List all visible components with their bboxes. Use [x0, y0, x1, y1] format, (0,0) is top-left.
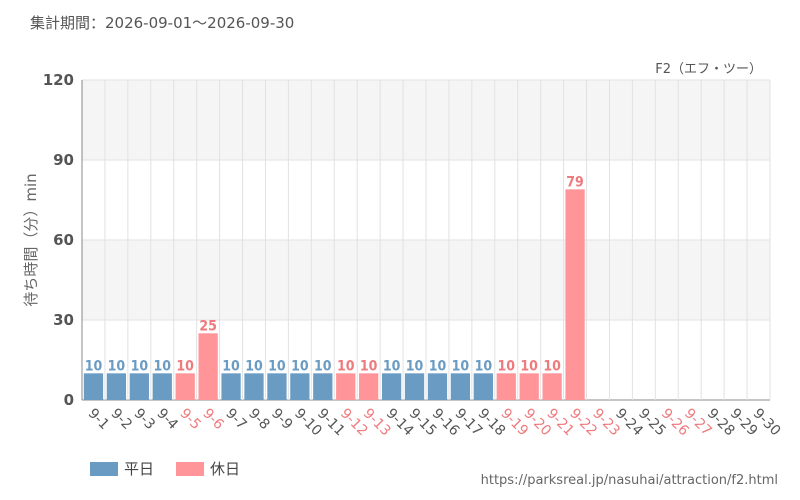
bar-value-label: 10 [406, 358, 424, 374]
bar [313, 373, 333, 400]
bar [450, 373, 471, 400]
x-tick-label: 9-4 [153, 406, 181, 434]
bar-value-label: 10 [222, 358, 240, 374]
legend-holiday: 休日 [176, 458, 240, 479]
bar-value-label: 10 [452, 358, 470, 374]
bar-value-label: 10 [291, 358, 309, 374]
y-tick-label: 60 [53, 231, 74, 249]
bar [221, 373, 241, 400]
legend: 平日 休日 [90, 458, 240, 479]
bar-value-label: 10 [429, 358, 447, 374]
y-tick-label: 30 [53, 311, 74, 329]
source-url: https://parksreal.jp/nasuhai/attraction/… [480, 473, 778, 488]
x-tick-label: 9-1 [85, 406, 112, 433]
bar-value-label: 10 [154, 358, 172, 374]
bar-value-label: 10 [383, 358, 401, 374]
y-axis-title: 待ち時間（分）min [22, 173, 40, 306]
bar [198, 333, 218, 400]
bar-value-label: 10 [108, 358, 126, 374]
holiday-swatch [176, 461, 205, 476]
bar [359, 373, 379, 400]
bar-value-label: 79 [566, 174, 584, 190]
bar-value-label: 10 [268, 358, 286, 374]
legend-weekday: 平日 [90, 458, 154, 479]
chart-title: F2（エフ・ツー） [655, 62, 762, 77]
x-tick-label: 9-5 [176, 406, 203, 433]
y-tick-label: 90 [53, 151, 74, 169]
weekday-swatch [90, 461, 118, 476]
bar-value-label: 10 [176, 358, 194, 374]
bar [83, 373, 104, 400]
bar-value-label: 10 [475, 358, 493, 374]
bar [244, 373, 264, 400]
bar [336, 373, 356, 400]
bar [106, 373, 127, 400]
legend-holiday-label: 休日 [210, 460, 241, 478]
bar [152, 373, 172, 400]
bar-value-label: 10 [498, 358, 516, 374]
y-tick-label: 120 [43, 71, 74, 89]
bar-value-label: 10 [85, 358, 103, 374]
bar [542, 373, 562, 400]
bar [129, 373, 149, 400]
bar [473, 373, 493, 400]
x-tick-label: 9-6 [199, 406, 227, 434]
bar [404, 373, 425, 400]
bar-value-label: 10 [314, 358, 332, 374]
bar [496, 373, 516, 400]
x-tick-label: 9-9 [268, 406, 295, 433]
bar [381, 373, 402, 400]
bar-value-label: 10 [520, 358, 538, 374]
bar [175, 373, 195, 400]
bar [565, 189, 585, 400]
bar-value-label: 10 [543, 358, 561, 374]
bar-value-label: 25 [199, 318, 217, 334]
bar-value-label: 10 [245, 358, 263, 374]
bar [427, 373, 448, 400]
bar-value-label: 10 [131, 358, 149, 374]
bar [290, 373, 310, 400]
legend-weekday-label: 平日 [124, 460, 155, 478]
bar-value-label: 10 [360, 358, 378, 374]
x-tick-label: 9-2 [108, 406, 135, 433]
x-tick-label: 9-3 [131, 406, 158, 433]
bar [267, 373, 287, 400]
y-tick-label: 0 [64, 391, 74, 409]
x-tick-label: 9-7 [222, 406, 249, 433]
bar-value-label: 10 [337, 358, 355, 374]
period-label: 集計期間：2026-09-01～2026-09-30 [30, 14, 295, 32]
bar [519, 373, 539, 400]
x-tick-label: 9-8 [245, 406, 272, 433]
